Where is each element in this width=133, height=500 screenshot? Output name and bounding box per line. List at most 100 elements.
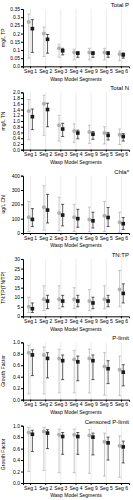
error-cap — [107, 57, 110, 58]
y-tick-label: 0.05 — [10, 55, 20, 61]
x-tick: Seg 3 — [54, 150, 67, 158]
tick-mark — [21, 110, 23, 111]
tick-mark — [21, 138, 23, 139]
error-cap — [91, 131, 94, 132]
error-cap — [73, 49, 76, 50]
x-tick: Seg 6 — [115, 483, 128, 491]
x-tick-label: Seg 5 — [100, 68, 113, 74]
marker — [87, 217, 91, 221]
x-tick: Seg 3 — [54, 400, 67, 408]
error-cap — [76, 209, 79, 210]
error-cap — [122, 133, 125, 134]
tick-mark — [21, 472, 23, 473]
error-cap — [58, 44, 61, 45]
tick-mark — [21, 449, 23, 450]
tick-mark — [21, 104, 23, 105]
x-tick-label: Seg 3 — [54, 151, 67, 157]
marker — [31, 307, 35, 311]
marker — [91, 51, 95, 55]
tick-mark — [21, 50, 23, 51]
grid-line — [106, 92, 107, 149]
error-cap — [103, 201, 106, 202]
error-cap — [31, 302, 34, 303]
x-axis-title: Wasp Model Segments — [50, 493, 102, 499]
error-cap — [46, 53, 49, 54]
error-cap — [27, 139, 30, 140]
series — [27, 345, 122, 395]
error-cap — [88, 48, 91, 49]
x-tick: Seg 9 — [85, 150, 98, 158]
tick-mark — [21, 66, 23, 67]
error-bar — [119, 436, 120, 477]
error-cap — [107, 226, 110, 227]
error-cap — [58, 285, 61, 286]
error-cap — [31, 208, 34, 209]
error-cap — [88, 59, 91, 60]
marker — [27, 351, 31, 355]
marker — [102, 131, 106, 135]
y-tick: 0.4 — [13, 374, 23, 380]
error-cap — [76, 380, 79, 381]
y-tick-label: 0.0 — [13, 480, 20, 486]
error-cap — [27, 58, 30, 59]
y-tick: 0.4 — [13, 135, 23, 141]
marker — [76, 131, 80, 135]
x-tick: Seg 3 — [54, 316, 67, 324]
y-tick: 200 — [12, 201, 23, 207]
y-tick: 0.6 — [13, 362, 23, 368]
error-cap — [42, 346, 45, 347]
panel: Seg 1Seg 2Seg 3Seg 4Seg 9Seg 5Seg 601002… — [0, 169, 130, 249]
series — [27, 270, 122, 312]
marker — [106, 299, 110, 303]
error-cap — [103, 395, 106, 396]
grid-line — [45, 176, 46, 233]
y-tick: 0.0 — [13, 480, 23, 486]
grid-line — [30, 9, 31, 66]
x-axis-title: Wasp Model Segments — [50, 243, 102, 249]
y-tick-label: 30 — [14, 256, 20, 262]
tick-mark — [21, 121, 23, 122]
y-tick-label: 1.8 — [13, 95, 20, 101]
series — [31, 194, 125, 229]
marker — [46, 431, 50, 435]
tick-mark — [21, 269, 23, 270]
y-axis-title: Growth Factor — [0, 438, 6, 470]
error-cap — [103, 48, 106, 49]
error-cap — [58, 115, 61, 116]
grid-line — [60, 9, 61, 66]
y-tick: 0.2 — [13, 31, 23, 37]
marker — [106, 216, 110, 220]
error-bar — [47, 353, 48, 378]
x-tick: Seg 5 — [100, 316, 113, 324]
x-tick: Seg 9 — [85, 233, 98, 241]
x-tick-label: Seg 9 — [85, 485, 98, 491]
error-cap — [91, 308, 94, 309]
error-cap — [61, 48, 64, 49]
tick-mark — [21, 190, 23, 191]
x-axis-title: Wasp Model Segments — [50, 409, 102, 415]
error-bar — [104, 353, 105, 395]
grid-line — [30, 176, 31, 233]
y-tick: 1.8 — [13, 95, 23, 101]
error-cap — [122, 283, 125, 284]
x-tick-label: Seg 6 — [115, 401, 128, 407]
error-cap — [46, 34, 49, 35]
marker — [31, 27, 35, 31]
marker — [121, 135, 125, 139]
x-tick: Seg 1 — [24, 316, 37, 324]
x-tick: Seg 2 — [39, 483, 52, 491]
marker — [57, 297, 61, 301]
y-tick: 0.2 — [13, 141, 23, 147]
error-cap — [46, 429, 49, 430]
error-cap — [122, 441, 125, 442]
panel-title: P-limit — [112, 335, 129, 341]
panel-title: TN:TP — [112, 252, 129, 258]
tick-mark — [21, 58, 23, 59]
y-tick: 5 — [17, 304, 23, 310]
y-tick-label: 0.2 — [13, 469, 20, 475]
error-cap — [73, 472, 76, 473]
marker — [57, 211, 61, 215]
error-cap — [42, 95, 45, 96]
axis-line — [21, 426, 24, 483]
marker — [31, 432, 35, 436]
